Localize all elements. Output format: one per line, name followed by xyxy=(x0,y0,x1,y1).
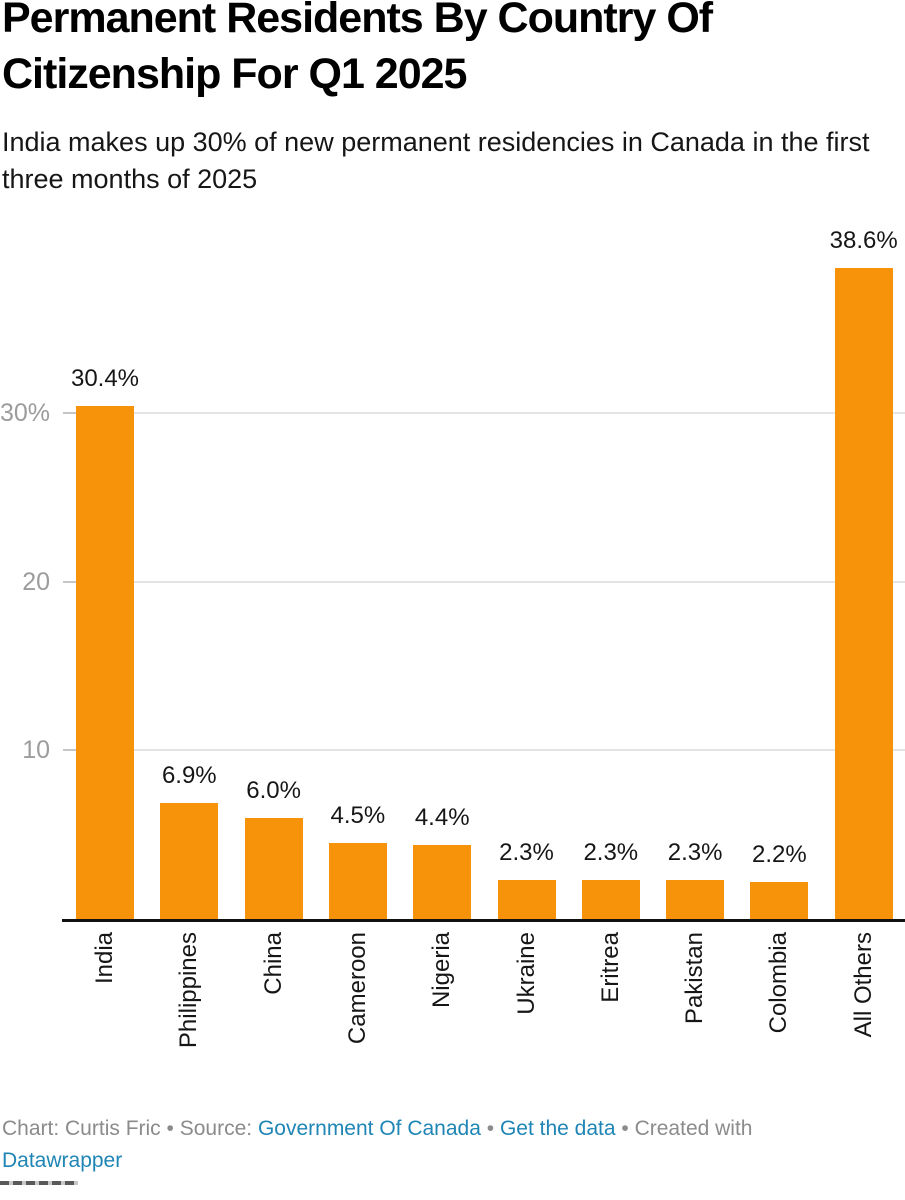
datawrapper-link[interactable]: Datawrapper xyxy=(2,1149,123,1172)
bar-eritrea xyxy=(581,880,640,919)
bar-cameroon xyxy=(328,843,387,919)
x-axis-label: Cameroon xyxy=(343,932,371,1045)
value-label: 2.3% xyxy=(583,839,639,867)
x-axis-line xyxy=(62,919,905,922)
bar-china xyxy=(244,817,303,919)
bar-pakistan xyxy=(666,880,725,919)
value-label: 2.3% xyxy=(667,839,723,867)
bar-all-others xyxy=(834,267,893,919)
y-axis-label: 10 xyxy=(22,736,50,765)
chart-subtitle: India makes up 30% of new permanent resi… xyxy=(2,127,870,194)
x-axis-label: Pakistan xyxy=(681,932,709,1025)
x-axis-label: Philippines xyxy=(175,932,203,1049)
footer-separator: • xyxy=(486,1117,495,1140)
value-label: 2.2% xyxy=(752,840,807,868)
footer-credit: Chart: Curtis Fric xyxy=(2,1117,161,1140)
y-axis-label: 30% xyxy=(0,398,51,427)
gridline xyxy=(63,749,905,752)
value-label: 2.3% xyxy=(499,839,554,867)
x-axis-label: Eritrea xyxy=(596,932,624,1003)
value-label: 38.6% xyxy=(829,226,898,254)
bar-philippines xyxy=(160,802,219,919)
x-axis-label: India xyxy=(91,932,118,985)
footer-created-with: Created with xyxy=(634,1117,753,1140)
bar-colombia xyxy=(750,881,809,919)
y-axis-tick xyxy=(63,580,76,583)
cropped-content-artifact xyxy=(0,1181,78,1185)
bar-ukraine xyxy=(497,880,556,919)
x-axis-label: All Others xyxy=(849,932,877,1038)
bar-nigeria xyxy=(413,844,472,919)
y-axis-tick xyxy=(63,749,76,752)
chart-title: Permanent Residents By Country Of Citize… xyxy=(2,0,713,98)
value-label: 6.0% xyxy=(246,776,301,804)
gridline xyxy=(63,411,905,414)
footer-separator: • xyxy=(621,1117,629,1140)
value-label: 6.9% xyxy=(161,761,217,789)
source-link[interactable]: Government Of Canada xyxy=(257,1117,481,1140)
x-axis-label: Colombia xyxy=(765,932,793,1034)
get-the-data-link[interactable]: Get the data xyxy=(499,1117,616,1140)
footer-separator: • xyxy=(166,1117,174,1140)
value-label: 4.4% xyxy=(414,803,470,831)
x-axis-label: Ukraine xyxy=(512,932,540,1015)
y-axis-tick xyxy=(63,411,76,414)
footer-source-label: Source: xyxy=(179,1117,253,1140)
value-label: 30.4% xyxy=(70,365,140,393)
gridline xyxy=(63,580,905,583)
footer: Chart: Curtis Fric • Source: Government … xyxy=(2,1113,862,1177)
x-axis-label: Nigeria xyxy=(428,932,456,1009)
value-label: 4.5% xyxy=(330,802,386,830)
x-axis-label: China xyxy=(259,932,287,995)
y-axis-label: 20 xyxy=(22,567,50,596)
bar-india xyxy=(76,406,134,919)
